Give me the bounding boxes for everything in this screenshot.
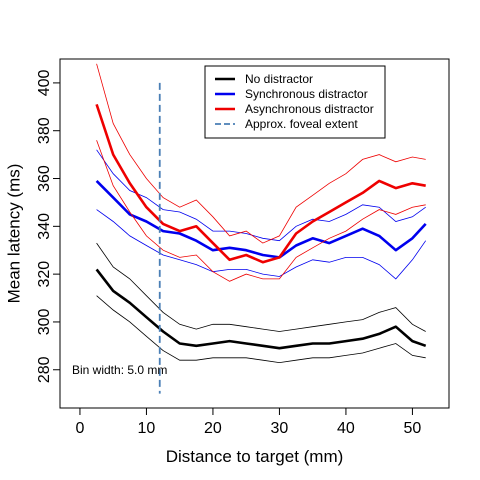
y-tick-label: 400 [36,69,53,96]
legend-label: Approx. foveal extent [245,117,358,131]
bin-width-annotation: Bin width: 5.0 mm [72,363,167,377]
x-tick-label: 10 [138,420,156,437]
series-1-line [95,179,427,259]
series-0-lower-bound [96,295,426,364]
plot-frame [59,58,450,409]
legend-label: Asynchronous distractor [245,102,374,116]
plot-layer [95,63,427,394]
series-2 [95,63,426,282]
series-1-upper-bound [96,149,426,242]
y-tick-label: 300 [36,308,53,335]
y-tick-label: 380 [36,117,53,144]
series-2-upper-bound [96,63,426,244]
series-2-lower-bound [96,140,426,282]
legend-label: Synchronous distractor [245,87,368,101]
y-tick-label: 280 [36,356,53,383]
series-1-lower-bound [96,209,427,280]
y-tick-label: 340 [36,213,53,240]
x-tick-label: 20 [204,420,222,437]
x-tick-label: 0 [75,420,84,437]
y-tick-label: 320 [36,261,53,288]
x-axis-title: Distance to target (mm) [166,447,344,466]
x-tick-label: 50 [404,420,422,437]
x-tick-label: 30 [271,420,289,437]
x-tick-label: 40 [337,420,355,437]
y-axis-title: Mean latency (ms) [4,164,23,304]
legend-label: No distractor [245,72,313,86]
series-0-line [95,268,427,350]
series-1 [95,149,427,280]
series-2-line [95,103,426,264]
axes-layer: 0 10 20 30 40 50 280 300 320 340 360 380 400 [36,69,421,437]
series-0-upper-bound [96,242,426,332]
series-0 [95,242,427,364]
y-tick-label: 360 [36,165,53,192]
